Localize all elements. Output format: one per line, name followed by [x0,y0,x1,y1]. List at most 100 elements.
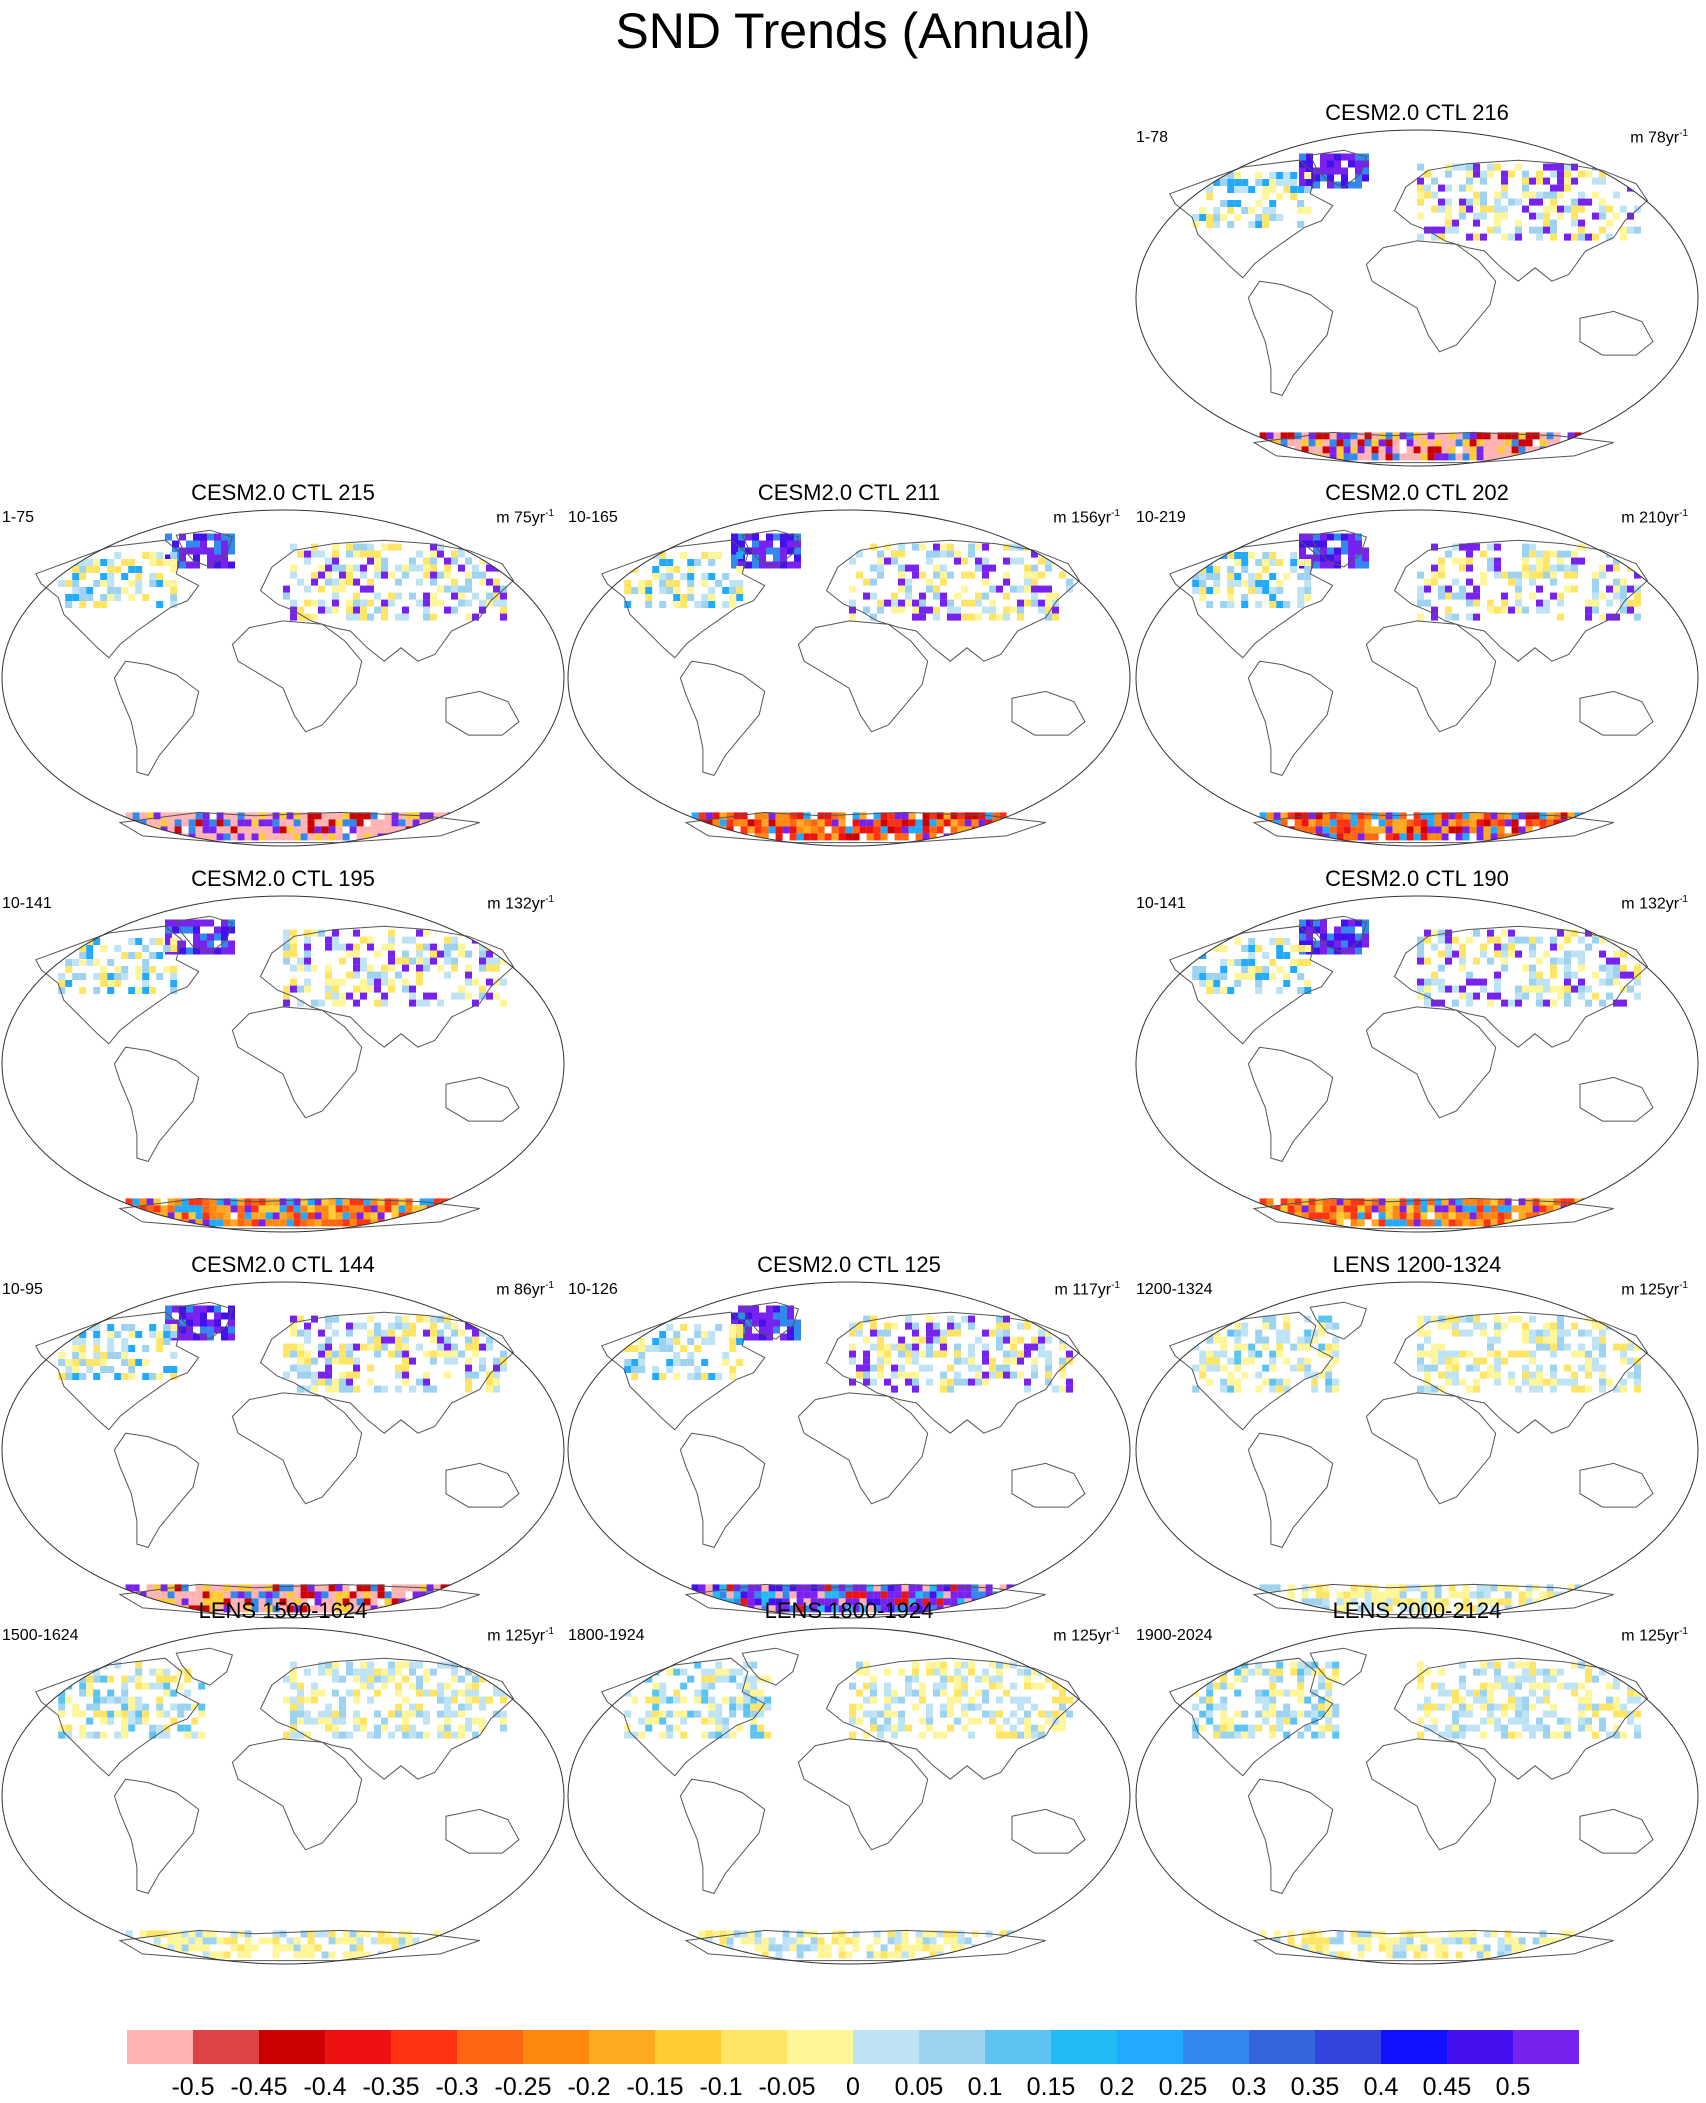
trend-cell [1269,1315,1277,1323]
trend-cell [1010,1336,1017,1344]
trend-cell [1459,564,1466,572]
trend-cell [1543,177,1550,185]
coastline [1247,1046,1334,1162]
trend-cell [223,1212,231,1220]
trend-cell [1413,1198,1421,1206]
trend-cell [1592,212,1599,220]
trend-cell [265,1605,273,1613]
trend-cell [1417,592,1424,600]
trend-cell [216,812,224,820]
trend-cell [1364,1584,1372,1592]
trend-cell [1536,191,1543,199]
trend-cell [1434,1598,1442,1606]
trend-cell [754,1591,762,1599]
panel-right-label-exponent: -1 [1111,1280,1120,1291]
trend-cell [1571,219,1578,227]
trend-cell [1550,205,1557,213]
trend-cell [1550,1350,1557,1358]
trend-cell [200,940,207,948]
trend-cell [1255,1385,1263,1393]
trend-cell [659,1689,667,1697]
trend-cell [433,1212,441,1220]
trend-cell [968,550,975,558]
trend-cell [500,1689,507,1697]
trend-cell [733,1591,741,1599]
trend-cell [1452,985,1459,993]
trend-cell [230,1205,238,1213]
trend-cell [1571,198,1578,206]
trend-cell [712,812,720,820]
trend-cell [1536,936,1543,944]
trend-cell [311,964,318,972]
trend-cell [1455,1198,1463,1206]
trend-cell [367,964,374,972]
trend-cell [831,833,839,841]
trend-cell [444,1710,451,1718]
trend-cell [283,1350,290,1358]
trend-cell [230,1605,238,1613]
trend-cell [1341,167,1348,175]
trend-cell [1341,933,1348,941]
trend-cell [1515,606,1522,614]
trend-cell [297,1710,304,1718]
trend-cell [1355,174,1362,182]
trend-cell [454,1219,462,1227]
trend-cell [1417,585,1424,593]
trend-cell [388,1710,395,1718]
trend-cell [486,1322,493,1330]
trend-cell [789,1605,797,1613]
trend-cell [1306,540,1313,548]
trend-cell [195,1205,203,1213]
trend-cell [107,594,115,601]
trend-cell [950,812,958,820]
trend-cell [1371,453,1379,461]
trend-cell [1606,613,1613,621]
trend-cell [1480,1357,1487,1365]
trend-cell [1227,1329,1235,1337]
trend-cell [708,1338,716,1345]
trend-cell [202,1951,210,1959]
trend-cell [1066,1385,1073,1393]
trend-cell [1417,1322,1424,1330]
trend-cell [1599,564,1606,572]
trend-cell [1017,599,1024,607]
trend-cell [1341,947,1348,955]
trend-cell [100,1359,108,1366]
trend-cell [964,833,972,841]
trend-cell [409,957,416,965]
trend-cell [740,819,748,827]
trend-cell [1469,1219,1477,1227]
trend-cell [1508,936,1515,944]
trend-cell [1308,1598,1316,1606]
trend-cell [465,1364,472,1372]
trend-cell [1313,561,1320,569]
trend-cell [1350,812,1358,820]
trend-cell [1448,453,1456,461]
trend-cell [1508,950,1515,958]
trend-cell [919,1336,926,1344]
trend-cell [1634,1371,1641,1379]
trend-cell [787,547,794,555]
trend-cell [149,1682,157,1690]
trend-cell [1336,1598,1344,1606]
trend-cell [1234,1343,1242,1351]
trend-cell [374,950,381,958]
trend-cell [726,1584,734,1592]
trend-cell [1424,1329,1431,1337]
trend-cell [1497,1205,1505,1213]
trend-cell [58,1352,66,1359]
trend-cell [1445,1350,1452,1358]
trend-cell [817,819,825,827]
trend-cell [258,1598,266,1606]
trend-cell [409,1322,416,1330]
trend-cell [982,557,989,565]
trend-cell [360,1717,367,1725]
trend-cell [1441,1605,1449,1613]
trend-cell [1487,1371,1494,1379]
trend-cells [58,1305,507,1613]
trend-cell [458,1710,465,1718]
trend-cell [353,929,360,937]
trend-cell [1483,1584,1491,1592]
trend-cell [290,543,297,551]
trend-cell [1045,1371,1052,1379]
